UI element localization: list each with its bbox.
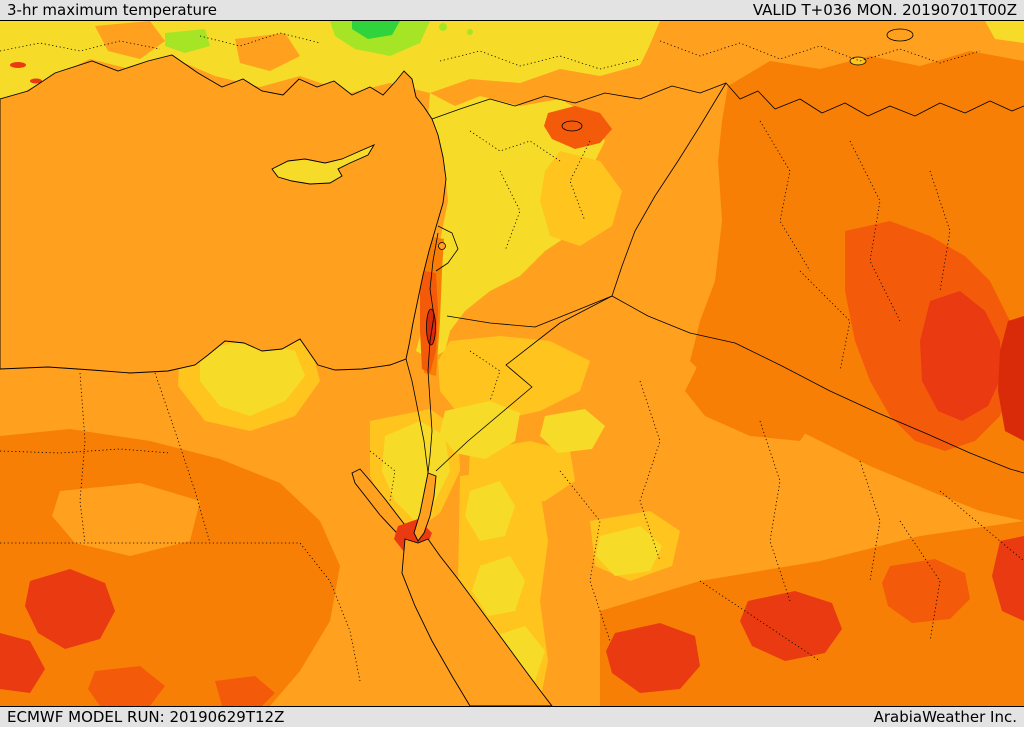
dotted-syria-2 [569,140,591,222]
border-jordan-saudi [435,295,613,472]
weather-map [0,21,1024,706]
lake-assad [561,120,583,132]
cyprus-island [271,144,376,185]
green-small-blob [165,29,210,53]
valid-time-label: VALID T+036 MON. 20190701T00Z [752,0,1017,19]
dotted-turkey-1 [0,40,161,52]
iraq-saudi-dark-orange [685,361,820,441]
dotted-egypt-2 [154,372,211,544]
saudi-red-2 [740,591,842,661]
dotted-saudi-7 [939,490,1024,562]
border-lebanon [435,225,459,272]
lake-small-tr [849,56,867,66]
red-sea [401,538,553,706]
dotted-iraq-3 [929,170,951,292]
tl-red-speck-1 [10,62,26,68]
turkey-orange-patch-2 [235,33,300,71]
dotted-iraq-1 [759,120,811,272]
nsaudi-yellow [540,409,605,453]
dotted-iraq-4 [799,270,851,372]
dotted-turkey-3 [439,50,641,70]
model-run-label: ECMWF MODEL RUN: 20190629T12Z [7,707,285,726]
lake-van [886,28,914,42]
dotted-jordan [469,350,501,402]
green-dot-2 [467,29,473,35]
topright-yellow [985,21,1024,43]
delta-yellow [200,339,305,416]
border-turkey-south [431,82,1024,120]
dead-sea [426,308,436,346]
iraq-deep-red-edge [998,316,1024,441]
gulf-of-aqaba [413,472,437,542]
attribution-label: ArabiaWeather Inc. [873,707,1017,726]
border-iraq-saudi [611,295,1024,474]
tabuk-yellow [440,401,520,459]
green-bright-blob [352,21,400,39]
temperature-contour-map [0,21,1024,706]
jordan-gold [438,336,590,421]
dotted-egypt-3 [0,448,171,454]
syria-gold [540,151,622,246]
saudi-red-edge [992,536,1024,621]
turkey-orange-patch-1 [95,21,165,59]
egypt-red-3 [88,666,165,706]
saudi-red-3 [882,559,970,623]
dotted-syria-3 [499,170,521,252]
mediterranean-sea [0,54,447,374]
egypt-mid-orange-gap [52,483,200,556]
swsaudi-yellow-2 [472,556,525,616]
border-jordan-rift [427,232,439,474]
egypt-red-4 [215,676,275,706]
swsaudi-yellow-1 [465,481,515,541]
border-syria-iraq [611,82,727,297]
csaudi-yellow [596,526,662,576]
dotted-saudi-3 [859,460,881,582]
sea-of-galilee [438,242,446,250]
map-title: 3-hr maximum temperature [7,0,218,19]
saudi-red-1 [606,623,700,693]
tl-red-speck-2 [30,78,42,84]
border-syria-jordan [446,295,613,328]
header-bar: 3-hr maximum temperature VALID T+036 MON… [0,0,1024,21]
green-dot-1 [439,23,447,31]
footer-bar: ECMWF MODEL RUN: 20190629T12Z ArabiaWeat… [0,706,1024,727]
dotted-saudi-4 [559,470,611,642]
border-egypt-israel [405,358,429,474]
egypt-red-1 [25,569,115,649]
egypt-red-2 [0,633,45,693]
iraq-deep-red-core [920,291,1002,421]
